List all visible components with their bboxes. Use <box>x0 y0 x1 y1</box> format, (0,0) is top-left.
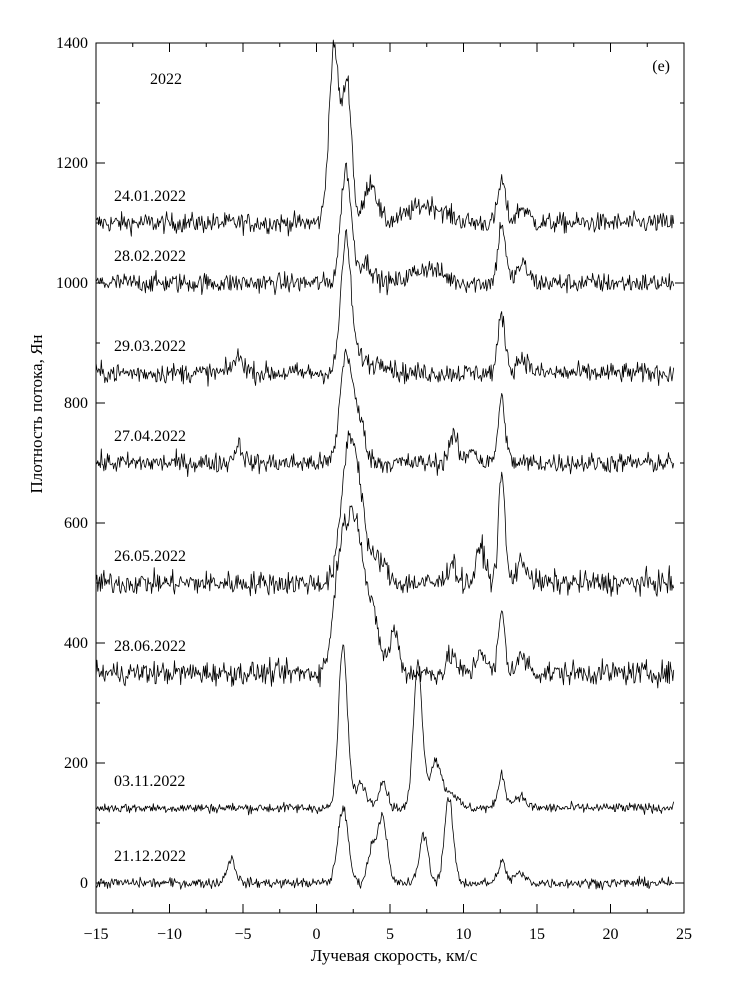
spectrum-line <box>95 644 675 816</box>
spectrum-line <box>95 797 674 891</box>
axis-ticks <box>95 42 685 913</box>
x-axis-title: Лучевая скорость, км/с <box>311 946 478 965</box>
y-tick-label: 0 <box>80 875 88 892</box>
x-tick-label: 20 <box>603 926 619 943</box>
epoch-label: 24.01.2022 <box>114 188 186 205</box>
y-tick-label: 800 <box>64 395 88 412</box>
y-tick-label: 1000 <box>56 275 88 292</box>
x-tick-labels: −15 −10 −5 0 5 10 15 20 25 <box>83 926 692 943</box>
epoch-label: 28.06.2022 <box>114 638 186 655</box>
epoch-label: 03.11.2022 <box>114 773 185 790</box>
spectrum-line <box>95 505 675 689</box>
panel-label: (e) <box>652 58 670 75</box>
spectrum-line <box>95 229 675 387</box>
epoch-label: 28.02.2022 <box>114 248 186 265</box>
y-tick-labels: 0 200 400 600 800 1000 1200 1400 <box>56 35 88 892</box>
x-tick-label: 5 <box>386 926 394 943</box>
x-tick-label: −5 <box>234 926 251 943</box>
spectrum-line <box>95 39 675 237</box>
year-label: 2022 <box>150 71 182 88</box>
x-tick-label: 0 <box>313 926 321 943</box>
x-tick-label: 25 <box>676 926 692 943</box>
epoch-label: 26.05.2022 <box>114 548 186 565</box>
epoch-label: 21.12.2022 <box>114 848 186 865</box>
epoch-labels: 24.01.2022 28.02.2022 29.03.2022 27.04.2022… <box>114 188 186 865</box>
y-tick-label: 1200 <box>56 155 88 172</box>
y-axis-title: Плотность потока, Ян <box>27 334 46 493</box>
y-tick-label: 200 <box>64 755 88 772</box>
spectrum-line <box>95 348 675 477</box>
y-tick-label: 1400 <box>56 35 88 52</box>
spectrum-line <box>95 430 675 597</box>
y-tick-label: 400 <box>64 635 88 652</box>
epoch-label: 29.03.2022 <box>114 338 186 355</box>
x-tick-label: 10 <box>456 926 472 943</box>
series-layer <box>95 39 675 891</box>
x-tick-label: −10 <box>157 926 182 943</box>
epoch-label: 27.04.2022 <box>114 428 186 445</box>
y-tick-label: 600 <box>64 515 88 532</box>
x-tick-label: −15 <box>83 926 108 943</box>
x-tick-label: 15 <box>529 926 545 943</box>
spectrum-line <box>95 162 675 296</box>
